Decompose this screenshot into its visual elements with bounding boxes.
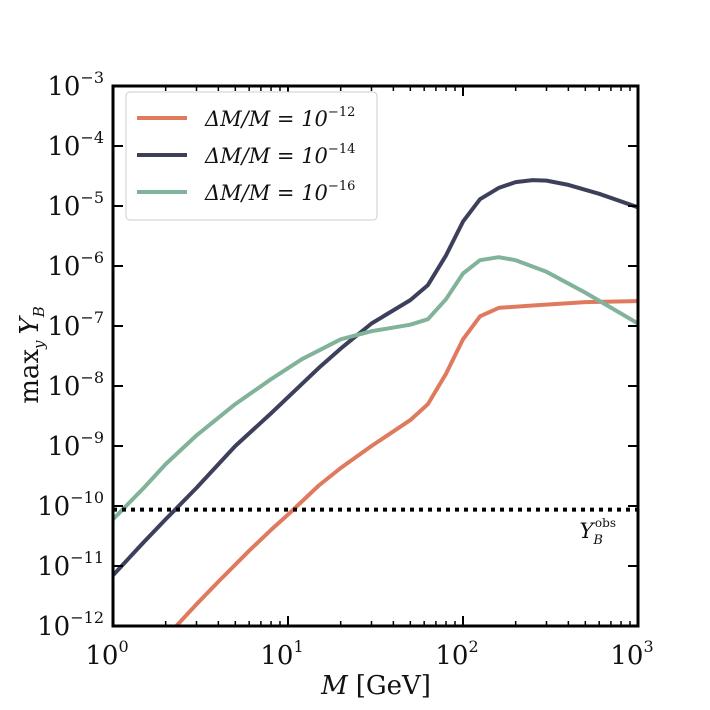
tick-labels-layer: 100 101 102 103 10−12 10−11 10−10 10−9 10−8 10−7 1… (37, 68, 654, 671)
y-tick-label: 10−4 (47, 128, 104, 162)
reference-line-label: YBobs (579, 516, 616, 548)
legend-box (125, 91, 378, 221)
legend-entries: ΔM/M = 10−12 ΔM/M = 10−14 ΔM/M = 10−16 (137, 105, 355, 205)
plot-frame (111, 84, 640, 628)
series-line-3 (113, 255, 638, 522)
x-tick-label: 102 (435, 637, 478, 671)
y-tick-label: 10−3 (47, 68, 104, 102)
y-tick-label: 10−12 (37, 608, 104, 642)
legend-label-1: ΔM/M = 10−12 (204, 105, 355, 131)
y-tick-label: 10−11 (37, 548, 104, 582)
y-tick-label: 10−10 (37, 488, 104, 522)
y-tick-label: 10−6 (47, 248, 104, 282)
y-axis-label: maxyYB (15, 306, 48, 404)
x-tick-label: 101 (260, 637, 303, 671)
x-axis-label: M [GeV] (320, 671, 431, 701)
legend-label-3: ΔM/M = 10−16 (204, 179, 355, 205)
y-tick-label: 10−7 (47, 308, 104, 342)
series-line-1 (174, 299, 638, 626)
legend: ΔM/M = 10−12 ΔM/M = 10−14 ΔM/M = 10−16 (125, 91, 378, 221)
y-tick-label: 10−5 (47, 188, 104, 222)
series-layer (113, 178, 638, 626)
series-line-2 (113, 178, 638, 578)
y-tick-label: 10−8 (47, 368, 104, 402)
ticks-layer (112, 85, 639, 627)
legend-label-2: ΔM/M = 10−14 (204, 142, 355, 168)
x-tick-label: 103 (610, 637, 653, 671)
y-tick-label: 10−9 (47, 428, 104, 462)
x-tick-label: 100 (85, 637, 128, 671)
